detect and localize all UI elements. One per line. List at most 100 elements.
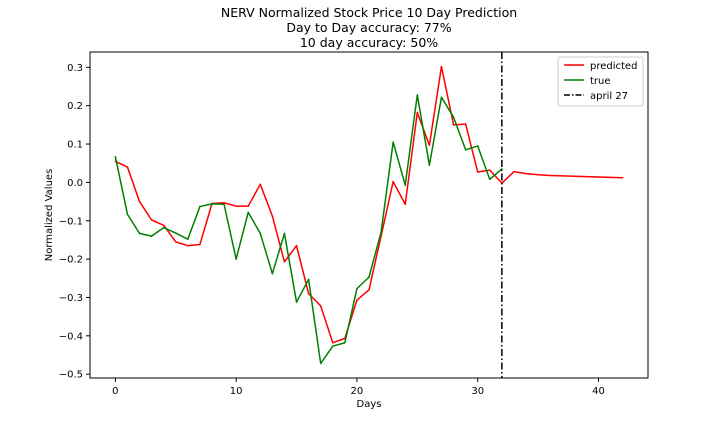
legend-label-april-27: april 27 bbox=[590, 91, 628, 102]
data-point-true bbox=[211, 203, 213, 205]
data-point-predicted bbox=[247, 205, 250, 207]
data-point-predicted bbox=[319, 305, 322, 307]
data-point-true bbox=[307, 278, 310, 281]
series-layer bbox=[114, 65, 624, 365]
data-point-predicted bbox=[174, 241, 177, 243]
data-point-predicted bbox=[513, 170, 515, 173]
data-point-predicted bbox=[295, 244, 298, 247]
x-tick-label: 10 bbox=[230, 386, 243, 397]
data-point-predicted bbox=[283, 260, 286, 263]
data-point-true bbox=[380, 231, 382, 234]
data-point-true bbox=[331, 345, 334, 347]
data-point-true bbox=[199, 205, 201, 208]
data-point-predicted bbox=[404, 203, 407, 206]
data-point-true bbox=[368, 276, 370, 278]
legend: predicted true april 27 bbox=[557, 56, 644, 107]
x-tick-label: 0 bbox=[112, 386, 118, 397]
y-tick-label: −0.1 bbox=[59, 216, 83, 227]
data-point-true bbox=[319, 362, 322, 365]
title-line-1: NERV Normalized Stock Price 10 Day Predi… bbox=[221, 5, 517, 20]
y-tick-label: 0.0 bbox=[67, 178, 83, 189]
data-point-predicted bbox=[126, 166, 129, 168]
data-point-predicted bbox=[452, 124, 455, 126]
data-point-true bbox=[392, 141, 394, 143]
data-point-predicted bbox=[440, 65, 443, 68]
data-point-predicted bbox=[150, 219, 153, 221]
data-point-predicted bbox=[307, 292, 310, 295]
data-point-true bbox=[283, 232, 286, 235]
data-point-true bbox=[126, 213, 129, 216]
data-point-true bbox=[150, 235, 153, 237]
data-point-predicted bbox=[609, 176, 612, 179]
legend-label-true: true bbox=[590, 76, 611, 87]
data-point-true bbox=[488, 178, 491, 181]
data-point-true bbox=[174, 232, 177, 234]
data-point-predicted bbox=[488, 169, 491, 171]
data-point-true bbox=[501, 168, 503, 170]
legend-label-predicted: predicted bbox=[590, 61, 637, 72]
data-point-predicted bbox=[549, 174, 551, 177]
title-line-2: Day to Day accuracy: 77% bbox=[286, 20, 451, 35]
data-point-predicted bbox=[561, 175, 564, 177]
data-point-true bbox=[440, 96, 443, 99]
data-point-predicted bbox=[138, 200, 141, 203]
y-tick-label: 0.1 bbox=[67, 140, 83, 151]
data-point-predicted bbox=[271, 215, 274, 217]
data-point-true bbox=[476, 145, 479, 147]
data-point-true bbox=[138, 232, 141, 235]
x-axis: 0 10 20 30 40 bbox=[112, 378, 605, 397]
data-point-predicted bbox=[597, 176, 600, 178]
data-point-predicted bbox=[199, 243, 201, 246]
data-point-predicted bbox=[235, 205, 237, 207]
data-point-true bbox=[452, 116, 455, 118]
y-tick-label: −0.3 bbox=[59, 293, 83, 304]
x-axis-label: Days bbox=[357, 399, 382, 410]
y-axis-label: Normalized Values bbox=[44, 169, 55, 262]
data-point-predicted bbox=[537, 173, 539, 176]
data-point-true bbox=[247, 211, 250, 214]
data-point-true bbox=[271, 272, 274, 275]
data-point-true bbox=[235, 258, 237, 260]
data-point-true bbox=[223, 203, 225, 206]
data-point-predicted bbox=[223, 201, 225, 204]
data-point-true bbox=[187, 238, 189, 240]
y-tick-label: 0.2 bbox=[67, 101, 83, 112]
y-tick-label: −0.4 bbox=[59, 331, 83, 342]
x-tick-label: 30 bbox=[471, 386, 484, 397]
data-point-predicted bbox=[621, 177, 624, 179]
data-point-true bbox=[344, 341, 346, 344]
data-point-true bbox=[295, 301, 298, 303]
data-point-predicted bbox=[428, 144, 431, 146]
data-point-predicted bbox=[356, 299, 358, 301]
data-point-true bbox=[356, 287, 358, 290]
data-point-predicted bbox=[476, 171, 479, 173]
data-point-predicted bbox=[573, 175, 576, 178]
legend-box bbox=[557, 56, 644, 107]
data-point-predicted bbox=[331, 341, 334, 344]
plot-area bbox=[89, 51, 649, 379]
data-point-predicted bbox=[259, 183, 262, 186]
data-point-predicted bbox=[187, 244, 189, 247]
data-point-true bbox=[259, 232, 262, 235]
x-tick-label: 20 bbox=[351, 386, 364, 397]
data-point-true bbox=[464, 149, 467, 151]
data-point-true bbox=[404, 184, 407, 186]
y-tick-label: −0.2 bbox=[59, 255, 83, 266]
chart-title: NERV Normalized Stock Price 10 Day Predi… bbox=[221, 5, 517, 50]
y-tick-label: −0.5 bbox=[59, 370, 83, 381]
x-tick-label: 40 bbox=[592, 386, 605, 397]
data-point-true bbox=[162, 226, 165, 229]
data-point-predicted bbox=[368, 288, 370, 291]
data-point-true bbox=[114, 155, 117, 158]
title-line-3: 10 day accuracy: 50% bbox=[300, 35, 438, 50]
data-point-predicted bbox=[416, 111, 419, 114]
data-point-predicted bbox=[162, 224, 165, 227]
y-axis: −0.5 −0.4 −0.3 −0.2 −0.1 0.0 0.1 0.2 0.3 bbox=[59, 63, 90, 381]
y-tick-label: 0.3 bbox=[67, 63, 83, 74]
data-point-true bbox=[428, 164, 431, 166]
plot-frame bbox=[89, 51, 649, 379]
data-point-predicted bbox=[464, 123, 467, 125]
data-point-predicted bbox=[585, 175, 588, 178]
data-point-predicted bbox=[525, 172, 527, 175]
